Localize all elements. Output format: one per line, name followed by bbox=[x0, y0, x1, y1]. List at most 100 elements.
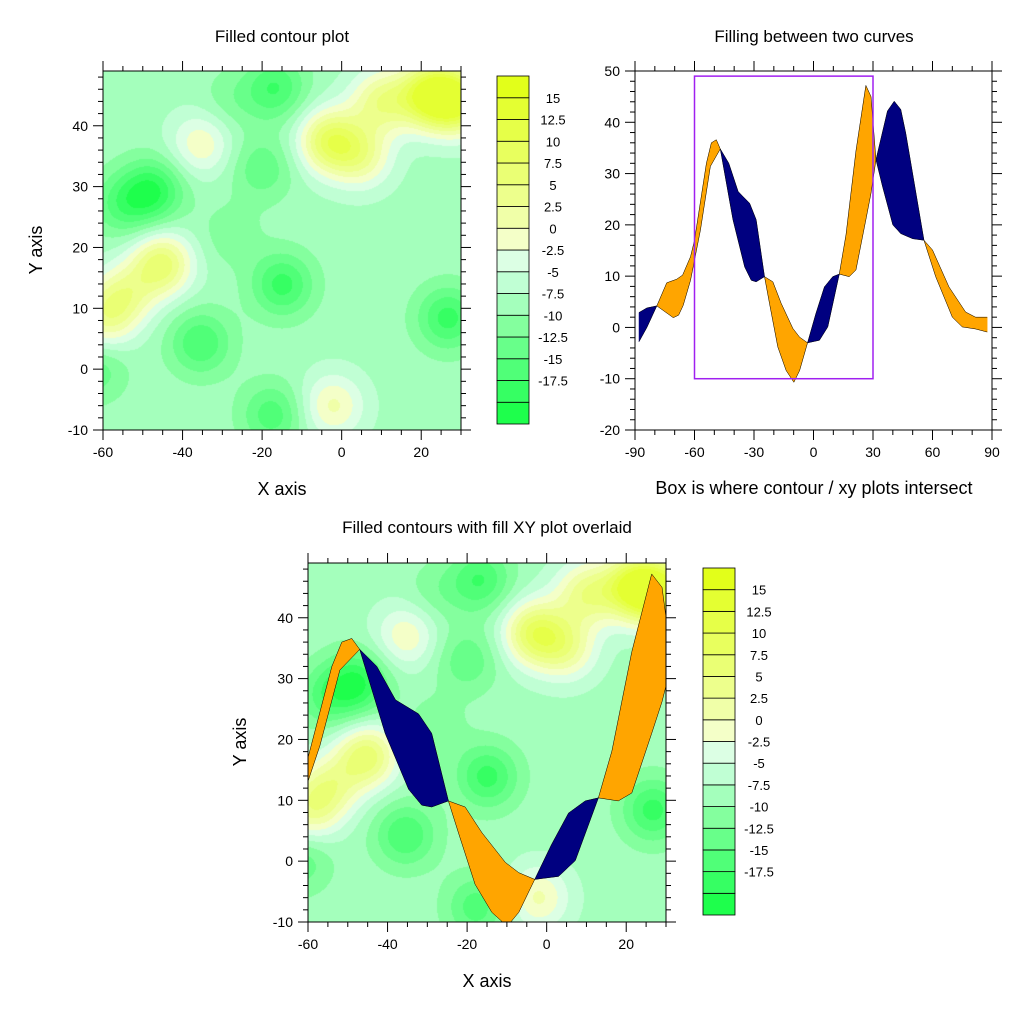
overlay-plot: Filled contours with fill XY plot overla… bbox=[197, 518, 895, 991]
contour-plot-colorbar-label: -2.5 bbox=[542, 243, 564, 258]
overlay-plot-colorbar-box bbox=[702, 827, 736, 851]
overlay-plot-colorbar-label: -10 bbox=[750, 800, 769, 815]
contour-plot-colorbar-label: -7.5 bbox=[542, 287, 564, 302]
overlay-plot-colorbar-label: -15 bbox=[750, 843, 769, 858]
contour-plot-colorbar-box bbox=[496, 119, 530, 142]
overlay-plot-fill-above-region bbox=[768, 758, 895, 867]
overlay-plot-colorbar-label: 10 bbox=[752, 626, 766, 641]
contour-plot-colorbar-label: -15 bbox=[544, 352, 563, 367]
contour-plot-colorbar-box bbox=[496, 75, 530, 99]
fill-plot-y-tick-label: -20 bbox=[600, 422, 620, 438]
overlay-plot-y-tick-label: 10 bbox=[277, 792, 293, 808]
overlay-plot-fill-above-region bbox=[448, 800, 536, 922]
contour-plot-frame bbox=[102, 70, 462, 431]
contour-plot-colorbar-label: 2.5 bbox=[544, 200, 562, 215]
contour-plot-colorbar-box bbox=[496, 97, 530, 120]
overlay-plot-y-tick-label: 0 bbox=[285, 853, 293, 869]
overlay-plot-colorbar-box bbox=[702, 567, 736, 591]
contour-plot-x-tick-label: 20 bbox=[413, 444, 429, 460]
contour-plot-colorbar-label: 5 bbox=[549, 178, 556, 193]
fill-between-plot: Filling between two curves Box is where … bbox=[600, 27, 1002, 498]
contour-plot-colorbar-box bbox=[496, 380, 530, 403]
contour-plot-colorbar-label: -12.5 bbox=[538, 330, 568, 345]
overlay-plot-colorbar-box bbox=[702, 784, 736, 807]
overlay-plot-x-tick-label: -40 bbox=[377, 936, 397, 952]
contour-plot-y-tick-label: 40 bbox=[72, 118, 88, 134]
fill-plot-y-tick-label: 40 bbox=[604, 114, 620, 130]
contour-plot-colorbar-box bbox=[496, 336, 530, 360]
overlay-plot-x-tick-label: 20 bbox=[618, 936, 634, 952]
contour-plot-colorbar-label: 15 bbox=[546, 91, 560, 106]
overlay-plot-colorbar-label: 2.5 bbox=[750, 691, 768, 706]
contour-plot-colorbar-label: 7.5 bbox=[544, 156, 562, 171]
overlay-plot-colorbar-box bbox=[702, 589, 736, 612]
overlay-plot-fill-above-region bbox=[598, 574, 666, 802]
contour-plot: Filled contour plot X axis Y axis -60 -40… bbox=[26, 27, 568, 499]
contour-plot-x-tick-label: -20 bbox=[252, 444, 272, 460]
contour-plot-colorbar-label: -17.5 bbox=[538, 374, 568, 389]
contour-plot-colorbar-label: 0 bbox=[549, 221, 556, 236]
overlay-plot-colorbar-label: -5 bbox=[753, 756, 765, 771]
fill-plot-y-tick-label: -10 bbox=[600, 371, 620, 387]
contour-plot-colorbar-box bbox=[496, 184, 530, 207]
overlay-plot-fill-above-region bbox=[308, 638, 360, 782]
overlay-plot-fill-below-region bbox=[197, 836, 233, 879]
overlay-plot-colorbar-box bbox=[702, 676, 736, 699]
overlay-plot-y-tick-label: 20 bbox=[277, 731, 293, 747]
fill-plot-y-tick-label: 10 bbox=[604, 268, 620, 284]
overlay-plot-curve-1 bbox=[308, 573, 666, 880]
intersection-box bbox=[693, 75, 874, 380]
contour-plot-y-tick-label: 0 bbox=[80, 361, 88, 377]
contour-plot-colorbar-box bbox=[496, 140, 530, 164]
overlay-plot-curve-2 bbox=[308, 649, 666, 922]
contour-plot-y-tick-label: 30 bbox=[72, 179, 88, 195]
fill-plot-x-tick-label: -30 bbox=[744, 444, 764, 460]
contour-plot-colorbar-box bbox=[496, 206, 530, 229]
fill-plot-x-tick-label: 90 bbox=[984, 444, 1000, 460]
fill-plot-x-tick-label: 30 bbox=[865, 444, 881, 460]
contour-plot-x-label: X axis bbox=[257, 479, 306, 499]
fill-plot-frame bbox=[634, 70, 993, 431]
contour-plot-colorbar-label: -10 bbox=[544, 308, 563, 323]
fill-plot-fill-below-region bbox=[875, 101, 925, 241]
contour-fill-canvas bbox=[103, 71, 461, 430]
overlay-plot-colorbar-label: -2.5 bbox=[748, 735, 770, 750]
fill-plot-fill-above-region bbox=[656, 139, 721, 318]
overlay-plot-colorbar-box bbox=[702, 719, 736, 742]
contour-plot-colorbar-box bbox=[496, 358, 530, 381]
contour-plot-colorbar-box bbox=[496, 162, 530, 186]
fill-plot-fill-below-region bbox=[720, 148, 765, 282]
contour-plot-y-label: Y axis bbox=[26, 226, 46, 275]
contour-plot-colorbar-box bbox=[496, 401, 530, 425]
contour-plot-y-tick-label: 20 bbox=[72, 239, 88, 255]
overlay-plot-x-tick-label: -60 bbox=[298, 936, 318, 952]
fill-plot-series bbox=[638, 84, 988, 383]
contour-plot-x-tick-label: -60 bbox=[93, 444, 113, 460]
overlay-plot-colorbar-box bbox=[702, 697, 736, 721]
overlay-plot-colorbar-label: -17.5 bbox=[744, 865, 774, 880]
overlay-plot-colorbar-box bbox=[702, 871, 736, 894]
fill-plot-y-tick-label: 30 bbox=[604, 166, 620, 182]
contour-plot-colorbar-box bbox=[496, 271, 530, 294]
fill-plot-x-label: Box is where contour / xy plots intersec… bbox=[655, 478, 972, 498]
overlay-plot-colorbar-label: -7.5 bbox=[748, 778, 770, 793]
overlay-plot-x-label: X axis bbox=[462, 971, 511, 991]
overlay-plot-fill-below-region bbox=[359, 649, 449, 808]
fill-plot-x-tick-label: -60 bbox=[684, 444, 704, 460]
contour-plot-colorbar-box bbox=[496, 249, 530, 273]
overlay-plot-y-label: Y axis bbox=[230, 718, 250, 767]
contour-plot-x-tick-label: 0 bbox=[338, 444, 346, 460]
fill-plot-fill-above-region bbox=[839, 85, 877, 277]
overlay-plot-colorbar-box bbox=[702, 806, 736, 829]
overlay-plot-colorbar-label: 0 bbox=[755, 713, 762, 728]
overlay-plot-y-tick-label: 40 bbox=[277, 610, 293, 626]
contour-plot-colorbar-label: 12.5 bbox=[540, 113, 565, 128]
overlay-plot-colorbar-label: 15 bbox=[752, 583, 766, 598]
contour-plot-colorbar-label: -5 bbox=[547, 265, 559, 280]
fill-plot-y-tick-label: 50 bbox=[604, 63, 620, 79]
fill-plot-fill-above-region bbox=[923, 239, 988, 333]
overlay-plot-x-tick-label: -20 bbox=[457, 936, 477, 952]
fill-plot-fill-below-region bbox=[807, 273, 840, 344]
